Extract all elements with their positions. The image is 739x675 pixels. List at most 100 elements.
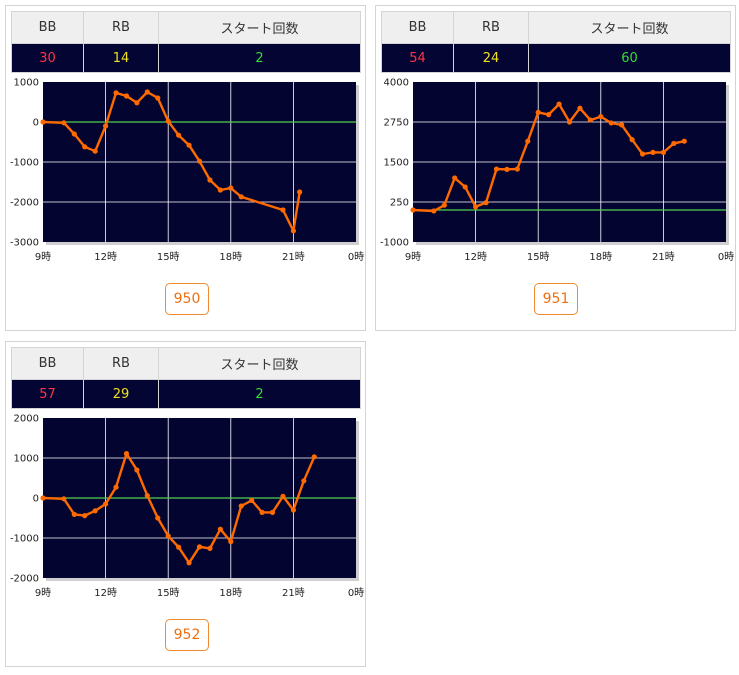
data-point bbox=[196, 544, 203, 550]
x-tick-label: 9時 bbox=[405, 251, 421, 263]
bb-header: BB bbox=[11, 11, 84, 44]
start-count-value: 2 bbox=[158, 43, 361, 73]
data-point bbox=[217, 187, 223, 193]
data-point bbox=[452, 175, 458, 181]
data-point bbox=[176, 132, 182, 138]
machine-number-link[interactable]: 950 bbox=[165, 283, 209, 315]
series-line bbox=[412, 102, 685, 213]
data-point bbox=[103, 501, 109, 507]
data-point bbox=[165, 533, 171, 539]
data-point bbox=[410, 207, 416, 213]
x-tick-label: 12時 bbox=[464, 251, 487, 263]
data-point bbox=[207, 177, 213, 183]
x-tick-label: 9時 bbox=[35, 587, 51, 599]
rb-value: 24 bbox=[453, 43, 529, 73]
data-point bbox=[671, 140, 677, 147]
x-tick-label: 12時 bbox=[94, 587, 117, 599]
stats-table: BB RB スタート回数 30 14 2 bbox=[11, 11, 361, 73]
data-point bbox=[660, 149, 666, 155]
start-count-header: スタート回数 bbox=[158, 347, 361, 380]
data-point bbox=[525, 138, 531, 144]
x-tick-label: 21時 bbox=[652, 251, 675, 263]
data-point bbox=[290, 507, 296, 513]
y-tick-label: -1000 bbox=[380, 238, 409, 249]
data-point bbox=[61, 496, 67, 502]
data-point bbox=[113, 90, 119, 96]
x-tick-label: 18時 bbox=[589, 251, 612, 263]
rb-header: RB bbox=[83, 11, 159, 44]
x-tick-label: 0時 bbox=[348, 587, 364, 599]
data-point bbox=[629, 137, 635, 143]
start-count-value: 60 bbox=[528, 43, 731, 73]
slump-chart: 9時 12時 15時 18時 21時 0時 4000 2750 1500 250 -1000 bbox=[380, 78, 734, 264]
data-point bbox=[577, 105, 583, 111]
x-tick-label: 0時 bbox=[348, 251, 364, 263]
y-tick-label: -1000 bbox=[10, 158, 39, 169]
data-point bbox=[290, 228, 296, 234]
rb-header: RB bbox=[453, 11, 529, 44]
y-tick-label: 4000 bbox=[384, 78, 409, 89]
y-tick-label: 2750 bbox=[384, 118, 409, 129]
data-point bbox=[619, 122, 625, 128]
bb-value: 30 bbox=[11, 43, 84, 73]
data-point bbox=[556, 101, 562, 107]
machine-number-link[interactable]: 951 bbox=[534, 283, 578, 315]
data-point bbox=[134, 467, 140, 473]
data-point bbox=[207, 545, 213, 551]
start-count-header: スタート回数 bbox=[528, 11, 731, 44]
data-point bbox=[514, 166, 520, 172]
data-point bbox=[186, 560, 192, 566]
data-point bbox=[297, 189, 303, 195]
data-point bbox=[504, 166, 510, 172]
data-point bbox=[217, 526, 223, 532]
data-point bbox=[196, 158, 203, 164]
x-tick-label: 21時 bbox=[282, 587, 305, 599]
data-point bbox=[61, 120, 67, 126]
data-point bbox=[123, 93, 130, 99]
data-point bbox=[473, 204, 479, 210]
y-tick-label: 0 bbox=[33, 494, 39, 505]
y-tick-label: -2000 bbox=[10, 198, 39, 209]
rb-value: 14 bbox=[83, 43, 159, 73]
y-tick-label: 1000 bbox=[14, 78, 39, 89]
data-point bbox=[431, 208, 437, 214]
data-point bbox=[249, 497, 255, 503]
data-point bbox=[566, 119, 573, 125]
rb-value: 29 bbox=[83, 379, 159, 409]
data-point bbox=[493, 166, 500, 172]
data-point bbox=[483, 200, 489, 206]
data-point bbox=[535, 109, 541, 115]
y-tick-label: -1000 bbox=[10, 534, 39, 545]
data-point bbox=[228, 185, 234, 191]
y-tick-label: 1500 bbox=[384, 158, 409, 169]
x-tick-label: 0時 bbox=[718, 251, 734, 263]
data-point bbox=[186, 142, 192, 148]
data-point bbox=[155, 515, 161, 521]
data-point bbox=[311, 454, 317, 460]
data-point bbox=[40, 119, 46, 125]
data-point bbox=[587, 117, 593, 123]
y-tick-label: 2000 bbox=[14, 414, 39, 425]
data-point bbox=[238, 503, 244, 509]
y-tick-label: 0 bbox=[33, 118, 39, 129]
x-tick-label: 12時 bbox=[94, 251, 117, 263]
data-point bbox=[598, 113, 604, 120]
data-point bbox=[546, 112, 552, 118]
bb-header: BB bbox=[11, 347, 84, 380]
data-point bbox=[144, 89, 150, 95]
data-point bbox=[639, 151, 646, 157]
data-point bbox=[462, 184, 468, 190]
data-point bbox=[155, 95, 161, 101]
stats-table: BB RB スタート回数 54 24 60 bbox=[381, 11, 731, 73]
machine-card-950: BB RB スタート回数 30 14 2 9時 12時 15時 18時 21時 0時 100… bbox=[5, 5, 366, 331]
data-point bbox=[280, 493, 286, 499]
data-point bbox=[40, 495, 46, 501]
data-point bbox=[681, 138, 687, 144]
machine-number-link[interactable]: 952 bbox=[165, 619, 209, 651]
x-tick-label: 9時 bbox=[35, 251, 51, 263]
data-point bbox=[608, 120, 614, 126]
x-tick-label: 15時 bbox=[527, 251, 550, 263]
data-point bbox=[441, 202, 447, 208]
data-point bbox=[82, 513, 88, 519]
data-point bbox=[71, 131, 77, 137]
